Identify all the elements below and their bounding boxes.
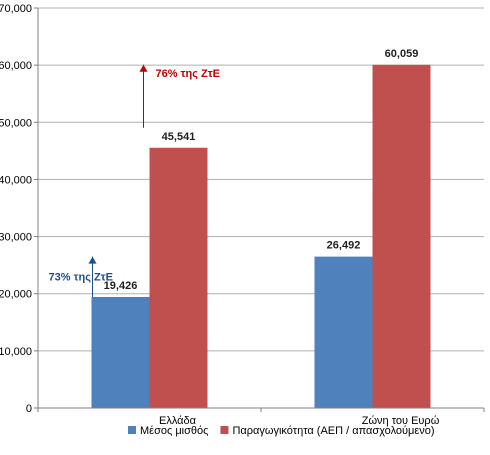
bar (314, 256, 373, 408)
y-tick-label: 20,000 (0, 289, 32, 301)
y-axis-tick-labels: 0 10,000 20,000 30,000 40,000 50,000 60,000 70,… (0, 3, 32, 415)
bar (149, 147, 208, 408)
data-labels: 19,426 26,492 45,541 60,059 (104, 48, 419, 292)
y-tick-label: 50,000 (0, 117, 32, 129)
data-label: 60,059 (385, 48, 419, 60)
bar (372, 64, 431, 408)
annotation-text: 76% της ΖτΕ (156, 68, 220, 80)
legend-label: Μέσος μισθός (140, 425, 208, 437)
x-axis-tick-labels: Ελλάδα Ζώνη του Ευρώ (159, 415, 440, 427)
x-tick-label: Ελλάδα (159, 415, 197, 427)
x-tick-label: Ζώνη του Ευρώ (362, 415, 440, 427)
annotation-arrowhead (88, 256, 97, 264)
y-tick-label: 0 (26, 403, 32, 415)
bars (91, 64, 431, 408)
y-tick-label: 10,000 (0, 346, 32, 358)
data-label: 26,492 (327, 240, 361, 252)
legend: Μέσος μισθός Παραγωγικότητα (ΑΕΠ / απασχο… (128, 425, 435, 437)
bar (91, 296, 150, 408)
y-tick-label: 30,000 (0, 232, 32, 244)
data-label: 45,541 (162, 131, 196, 143)
gridlines (38, 7, 484, 352)
annotations: 73% της ΖτΕ 76% της ΖτΕ (49, 64, 220, 297)
y-tick-label: 40,000 (0, 174, 32, 186)
y-tick-label: 60,000 (0, 60, 32, 72)
annotation-text: 73% της ΖτΕ (49, 272, 113, 284)
axes (34, 7, 485, 412)
legend-label: Παραγωγικότητα (ΑΕΠ / απασχολούμενο) (232, 425, 434, 437)
legend-swatch (128, 426, 136, 434)
annotation-arrowhead (139, 64, 148, 72)
legend-swatch (220, 426, 229, 434)
y-tick-label: 70,000 (0, 3, 32, 15)
data-label: 19,426 (104, 280, 138, 292)
